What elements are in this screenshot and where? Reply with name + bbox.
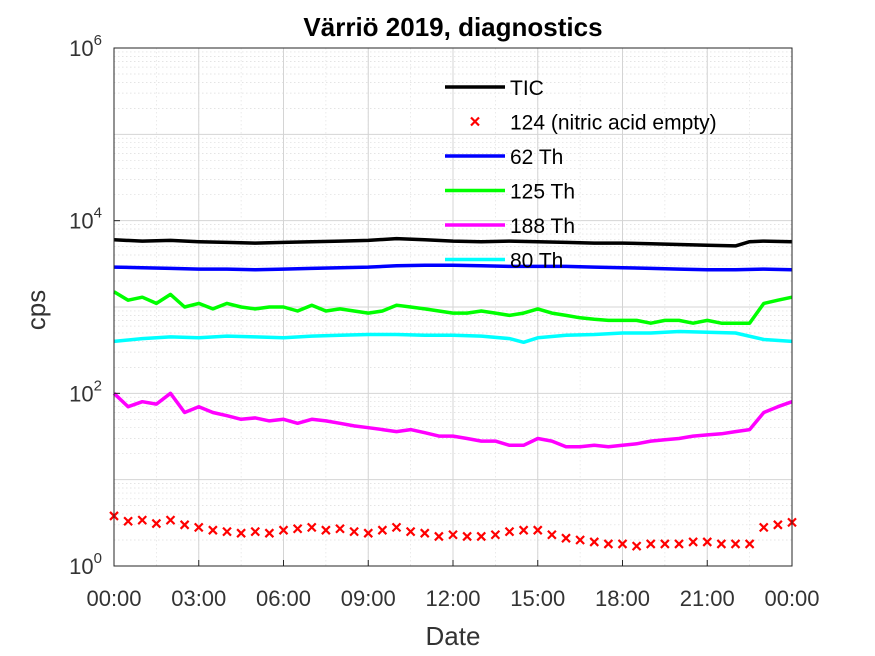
data-point (321, 525, 331, 535)
data-point (716, 539, 727, 549)
series (109, 511, 797, 551)
y-axis: 100 102 104 106 (69, 32, 120, 579)
data-point (476, 531, 487, 542)
data-point (688, 537, 698, 547)
y-tick-label: 104 (69, 205, 102, 234)
data-point (434, 531, 444, 542)
series (113, 236, 793, 248)
data-point (419, 528, 430, 538)
x-tick-label: 15:00 (510, 586, 565, 611)
data-point (193, 522, 204, 533)
data-point (617, 539, 628, 549)
data-point (547, 529, 557, 540)
series-line (112, 391, 793, 449)
data-point (660, 539, 670, 549)
series-line (113, 329, 793, 345)
data-point (208, 525, 218, 535)
data-point (589, 537, 600, 547)
legend: TIC 124 (nitric acid empty) 62 Th 125 Th 188… (445, 77, 717, 273)
x-tick-label: 00:00 (86, 586, 141, 611)
data-point (137, 515, 148, 525)
data-point (631, 541, 642, 551)
chart-title: Värriö 2019, diagnostics (303, 12, 602, 42)
series-line (113, 263, 793, 272)
data-point (773, 520, 783, 530)
x-tick-label: 06:00 (256, 586, 311, 611)
data-point (335, 523, 345, 534)
y-axis-label: cps (21, 290, 51, 330)
legend-label: 124 (nitric acid empty) (510, 112, 717, 135)
legend-item: 125 Th (445, 181, 575, 204)
data-point (730, 539, 741, 549)
x-tick-label: 18:00 (595, 586, 650, 611)
series (112, 391, 793, 449)
data-point (575, 535, 585, 545)
legend-label: TIC (510, 77, 544, 100)
data-point (405, 526, 416, 537)
series-line (113, 290, 793, 325)
series (113, 263, 793, 272)
data-point (151, 518, 162, 529)
data-point (518, 525, 529, 535)
data-point (349, 526, 359, 537)
y-tick-label: 102 (69, 377, 102, 406)
data-point (165, 515, 176, 525)
data-point (504, 526, 515, 537)
legend-label: 125 Th (510, 181, 575, 204)
series (113, 290, 793, 325)
data-point (292, 523, 303, 534)
data-point (264, 528, 275, 538)
data-point (490, 529, 501, 540)
data-point (250, 526, 261, 537)
data-point (758, 522, 769, 533)
data-point (306, 522, 317, 533)
data-point (391, 522, 402, 533)
legend-item: 124 (nitric acid empty) (470, 112, 717, 135)
legend-item: 80 Th (445, 250, 563, 273)
y-tick-label: 100 (69, 550, 102, 579)
data-point (448, 529, 458, 540)
data-point (744, 539, 755, 549)
x-tick-label: 12:00 (425, 586, 480, 611)
legend-item: 62 Th (445, 146, 563, 169)
data-point (278, 525, 289, 535)
data-point (377, 525, 388, 535)
series (113, 329, 793, 345)
x-tick-label: 21:00 (680, 586, 735, 611)
data-point (222, 526, 232, 537)
data-point (236, 528, 246, 538)
x-axis: 00:00 03:00 06:00 09:00 12:00 15:00 18:00 21:00… (86, 560, 820, 611)
y-tick-label: 106 (69, 32, 102, 61)
x-tick-label: 09:00 (341, 586, 396, 611)
data-point (674, 539, 684, 549)
data-point (532, 525, 543, 535)
x-tick-label: 00:00 (764, 586, 819, 611)
data-point (462, 531, 472, 542)
data-point (702, 537, 713, 547)
legend-label: 188 Th (510, 215, 575, 238)
data-point (363, 528, 374, 538)
data-point (561, 533, 571, 543)
data-point (123, 516, 133, 527)
legend-label: 62 Th (510, 146, 563, 169)
series-layer (109, 236, 797, 551)
data-point (603, 539, 614, 549)
legend-marker (470, 116, 480, 127)
data-point (179, 520, 190, 530)
x-tick-label: 03:00 (171, 586, 226, 611)
data-point (645, 539, 656, 549)
series-line (113, 236, 793, 248)
legend-item: TIC (445, 77, 544, 100)
x-axis-label: Date (426, 621, 481, 651)
legend-label: 80 Th (510, 250, 563, 273)
legend-item: 188 Th (445, 215, 575, 238)
